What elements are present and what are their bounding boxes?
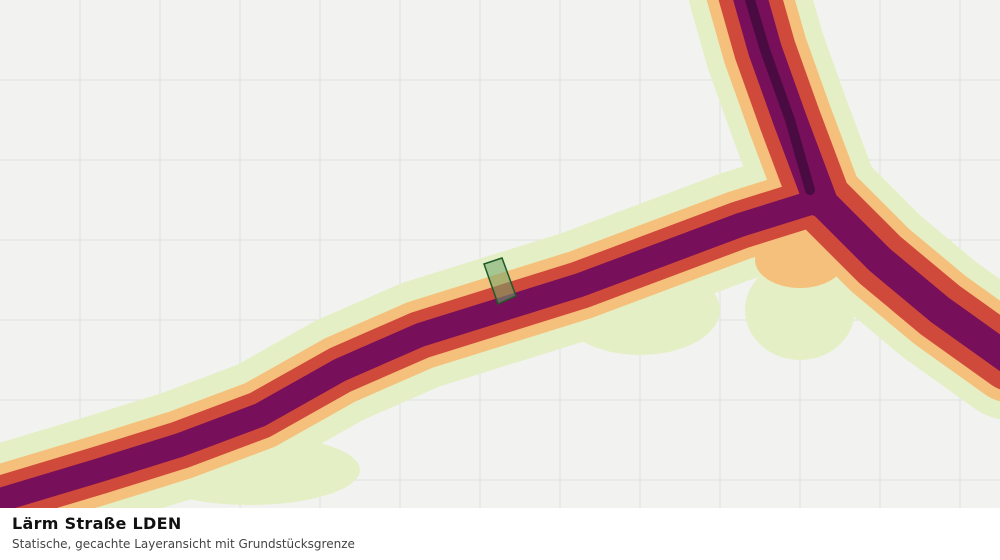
noise-zone-extreme	[745, 0, 815, 195]
noise-layer	[0, 0, 1000, 508]
map-title: Lärm Straße LDEN	[12, 514, 182, 533]
map	[0, 0, 1000, 508]
noise-zone-low	[745, 260, 855, 360]
noise-zone-very-high	[805, 185, 1000, 372]
caption: Lärm Straße LDEN Statische, gecachte Lay…	[0, 508, 1000, 560]
map-subtitle: Statische, gecachte Layeransicht mit Gru…	[12, 537, 355, 551]
noise-zone-very-high	[0, 188, 832, 508]
parcel-boundary	[483, 257, 517, 306]
